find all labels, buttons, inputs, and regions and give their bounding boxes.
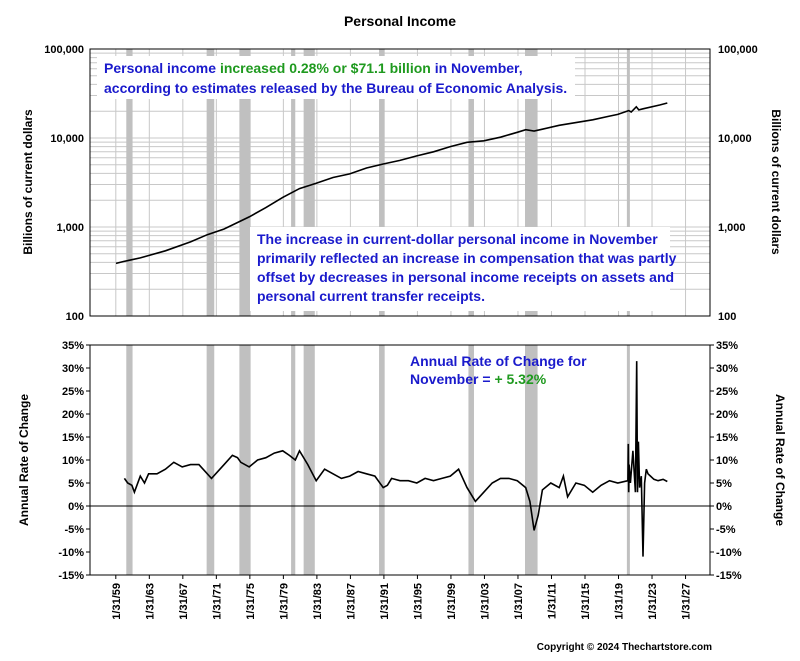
y-tick-label: 10% <box>62 455 84 467</box>
x-tick-label: 1/31/27 <box>681 583 693 620</box>
annotation-line: November = + 5.32% <box>410 371 547 387</box>
annotation-line: Personal income increased 0.28% or $71.1… <box>104 60 523 76</box>
bottom-left-ticks: 35% 30% 25% 20% 15% 10% 5% 0% -5% -10% -15% <box>58 340 90 582</box>
y-tick-label: 1,000 <box>56 222 84 234</box>
y-tick-label: 100 <box>66 311 84 323</box>
bottom-right-axis-label: Annual Rate of Change <box>773 394 787 526</box>
recession-band <box>239 49 251 316</box>
top-right-axis-label: Billions of current dollars <box>769 109 783 255</box>
top-annotations: Personal income increased 0.28% or $71.1… <box>97 56 677 311</box>
y-tick-label: -5% <box>64 524 84 536</box>
x-tick-label: 1/31/71 <box>211 583 223 620</box>
y-tick-label: 10% <box>716 455 738 467</box>
y-tick-label: 10,000 <box>50 133 84 145</box>
x-tick-label: 1/31/59 <box>111 583 123 620</box>
y-tick-label: 5% <box>716 478 732 490</box>
annotation-line: personal current transfer receipts. <box>257 288 485 304</box>
x-tick-label: 1/31/15 <box>580 583 592 620</box>
x-tick-label: 1/31/67 <box>178 583 190 620</box>
top-panel: 100,000 10,000 1,000 100 100,000 10,000 1,000… <box>21 44 783 323</box>
y-tick-label: 15% <box>62 432 84 444</box>
x-tick-label: 1/31/23 <box>647 583 659 620</box>
y-tick-label: 100,000 <box>718 44 758 56</box>
bottom-annotations: Annual Rate of Change for November = + 5.… <box>410 353 587 387</box>
x-tick-label: 1/31/11 <box>546 583 558 619</box>
bottom-panel: 35% 30% 25% 20% 15% 10% 5% 0% -5% -10% -15% 35% 30%… <box>17 340 787 620</box>
y-tick-label: 35% <box>716 340 738 352</box>
chart-title: Personal Income <box>344 13 456 29</box>
recession-band <box>126 345 133 575</box>
x-tick-label: 1/31/03 <box>479 583 491 620</box>
x-tick-label: 1/31/19 <box>614 583 626 620</box>
y-tick-label: 100,000 <box>44 44 84 56</box>
copyright: Copyright © 2024 Thechartstore.com <box>537 642 712 653</box>
y-tick-label: 1,000 <box>718 222 746 234</box>
recession-band <box>379 49 385 316</box>
y-tick-label: -15% <box>58 570 84 582</box>
recession-band <box>303 345 315 575</box>
y-tick-label: 35% <box>62 340 84 352</box>
recession-band <box>239 345 251 575</box>
annotation-line: The increase in current-dollar personal … <box>257 231 658 247</box>
recession-band <box>291 49 296 316</box>
top-plot-frame <box>89 48 711 317</box>
top-right-ticks: 100,000 10,000 1,000 100 <box>718 44 758 323</box>
top-left-ticks: 100,000 10,000 1,000 100 <box>44 44 84 323</box>
annotation-background <box>97 56 575 99</box>
y-tick-label: 25% <box>716 386 738 398</box>
annotation-line: Annual Rate of Change for <box>410 353 587 369</box>
top-left-axis-label: Billions of current dollars <box>21 109 35 255</box>
recession-band <box>291 345 296 575</box>
x-tick-label: 1/31/83 <box>312 583 324 620</box>
personal-income-line <box>115 102 668 265</box>
x-tick-label: 1/31/99 <box>446 583 458 620</box>
y-tick-label: -5% <box>716 524 736 536</box>
y-tick-label: 30% <box>716 363 738 375</box>
bottom-right-ticks: 35% 30% 25% 20% 15% 10% 5% 0% -5% -10% -15% <box>710 340 742 582</box>
recession-band <box>468 345 474 575</box>
bottom-left-axis-label: Annual Rate of Change <box>17 394 31 526</box>
recession-band <box>206 49 215 316</box>
y-tick-label: 5% <box>68 478 84 490</box>
y-tick-label: 100 <box>718 311 736 323</box>
annotation-background <box>250 227 670 311</box>
x-axis-ticks: 1/31/59 1/31/63 1/31/67 1/31/71 1/31/75 1/31/… <box>111 575 693 620</box>
y-tick-label: 20% <box>716 409 738 421</box>
annotation-line: offset by decreases in personal income r… <box>257 269 674 285</box>
y-tick-label: 20% <box>62 409 84 421</box>
recession-band <box>126 49 133 316</box>
recession-band <box>303 49 315 316</box>
y-tick-label: -10% <box>716 547 742 559</box>
x-tick-label: 1/31/79 <box>278 583 290 620</box>
y-tick-label: -15% <box>716 570 742 582</box>
x-tick-label: 1/31/91 <box>379 583 391 620</box>
x-tick-label: 1/31/63 <box>144 583 156 620</box>
recession-band <box>525 345 538 575</box>
recession-band <box>206 345 215 575</box>
y-tick-label: -10% <box>58 547 84 559</box>
annual-rate-of-change-line <box>123 361 668 557</box>
y-tick-label: 10,000 <box>718 133 752 145</box>
x-tick-label: 1/31/87 <box>345 583 357 620</box>
annotation-line: according to estimates released by the B… <box>104 80 567 96</box>
annotation-line: primarily reflected an increase in compe… <box>257 250 677 266</box>
y-tick-label: 0% <box>716 501 732 513</box>
x-tick-label: 1/31/95 <box>412 583 424 620</box>
y-tick-label: 0% <box>68 501 84 513</box>
y-tick-label: 25% <box>62 386 84 398</box>
recession-band <box>379 345 385 575</box>
y-tick-label: 15% <box>716 432 738 444</box>
y-tick-label: 30% <box>62 363 84 375</box>
x-tick-label: 1/31/07 <box>513 583 525 620</box>
x-tick-label: 1/31/75 <box>245 583 257 620</box>
recession-band <box>626 49 630 316</box>
recession-band <box>468 49 474 316</box>
